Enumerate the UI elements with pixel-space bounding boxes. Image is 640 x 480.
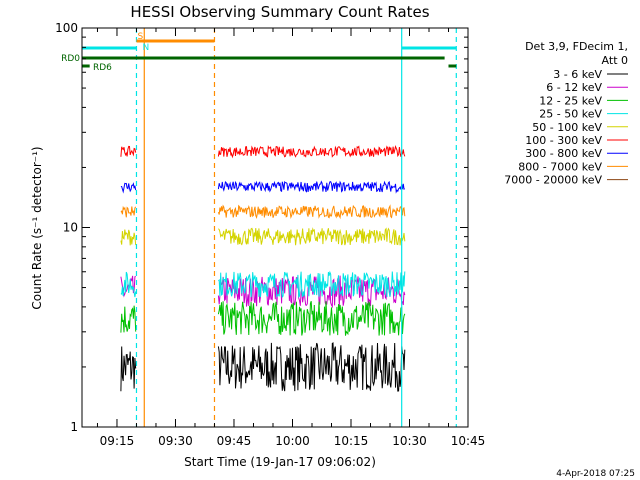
series-line-2 [120, 300, 406, 336]
y-tick-label: 100 [55, 21, 78, 35]
series-line-6 [120, 180, 406, 194]
x-tick-label: 10:00 [275, 434, 310, 448]
series-line-3 [120, 270, 406, 299]
plot-area: RD0 RD6 SN [61, 28, 457, 427]
x-axis-label: Start Time (19-Jan-17 09:06:02) [184, 455, 376, 469]
y-axis-label: Count Rate (s⁻¹ detector⁻¹) [30, 146, 44, 309]
series-line-4 [120, 227, 406, 246]
y-tick-label: 1 [70, 420, 78, 434]
x-axis: 09:15 09:30 09:45 10:00 10:15 10:30 10:45 [96, 28, 486, 448]
flag-label-s: S [137, 32, 143, 42]
legend-label: 300 - 800 keV [525, 147, 602, 160]
chart-title: HESSI Observing Summary Count Rates [130, 3, 429, 21]
y-axis: 1 10 100 [55, 21, 468, 434]
series-line-0 [120, 342, 406, 392]
legend-label: 12 - 25 keV [539, 94, 602, 107]
flag-label-n: N [142, 43, 149, 53]
x-tick-label: 10:30 [392, 434, 427, 448]
legend-label: 7000 - 20000 keV [504, 174, 602, 187]
x-tick-label: 09:15 [100, 434, 135, 448]
flag-bar-night-1 [401, 46, 457, 50]
series-line-5 [120, 144, 406, 159]
x-tick-label: 09:45 [217, 434, 252, 448]
y-tick-label: 10 [63, 221, 78, 235]
legend-label: 800 - 7000 keV [518, 160, 602, 173]
legend-label: 6 - 12 keV [546, 81, 602, 94]
legend-label: 100 - 300 keV [525, 134, 602, 147]
x-tick-label: 10:15 [334, 434, 369, 448]
x-tick-label: 09:30 [158, 434, 193, 448]
flag-bar-rd6-1 [448, 64, 457, 68]
legend-header: Det 3,9, FDecim 1, [525, 40, 628, 53]
flag-label-rd6: RD6 [93, 63, 112, 73]
flag-bar-night-0 [81, 46, 137, 50]
x-tick-label: 10:45 [451, 434, 486, 448]
flag-bar-rd0-0 [81, 56, 445, 60]
series-line-7 [120, 204, 406, 220]
footer-date: 4-Apr-2018 07:25 [556, 469, 635, 479]
flag-bar-rd6-0 [81, 64, 90, 68]
flag-bar-saa-0 [136, 39, 215, 43]
legend-label: 50 - 100 keV [532, 121, 602, 134]
legend-label: 25 - 50 keV [539, 108, 602, 121]
flag-label-rd0: RD0 [61, 54, 80, 64]
legend-header: Att 0 [602, 54, 628, 67]
legend-label: 3 - 6 keV [553, 68, 602, 81]
